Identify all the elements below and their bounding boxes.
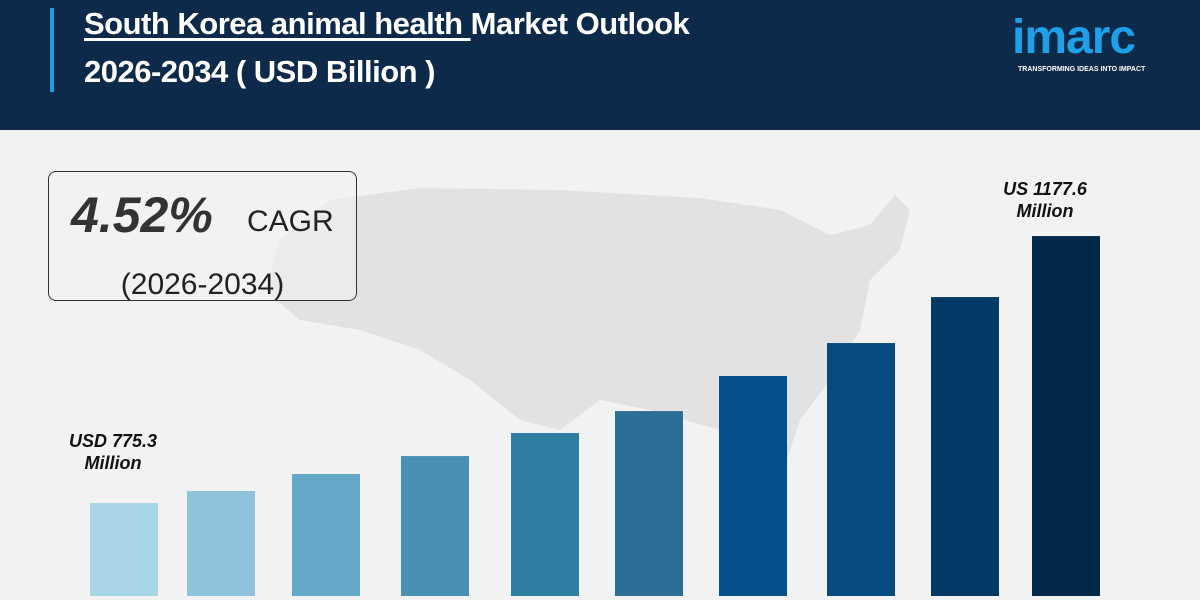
data-label-value: US 1177.6	[1003, 179, 1087, 199]
title-underlined: South Korea animal health	[84, 6, 471, 41]
bar-8	[827, 343, 895, 596]
bar-6	[615, 411, 683, 596]
cagr-box: 4.52% CAGR (2026-2034)	[48, 171, 357, 301]
bar-5	[511, 433, 579, 596]
header: South Korea animal health Market Outlook…	[0, 0, 1200, 130]
cagr-label: CAGR	[247, 205, 334, 238]
data-label-unit: Million	[84, 453, 142, 473]
bar-4	[401, 456, 469, 596]
logo-tagline: TRANSFORMING IDEAS INTO IMPACT	[1018, 66, 1146, 73]
page-title: South Korea animal health Market Outlook	[84, 6, 690, 42]
data-label-unit: Million	[1016, 201, 1074, 221]
bar-10	[1032, 236, 1100, 596]
page-subtitle: 2026-2034 ( USD Billion )	[84, 54, 436, 89]
cagr-period: (2026-2034)	[120, 268, 285, 301]
cagr-value: 4.52%	[71, 187, 213, 243]
bar-7	[719, 376, 787, 596]
logo-wordmark: imarc	[1012, 11, 1136, 64]
bar-3	[292, 474, 360, 596]
first-bar-data-label: USD 775.3 Million	[48, 430, 178, 474]
accent-bar	[50, 8, 54, 92]
bar-2	[187, 491, 255, 596]
imarc-logo: imarc TRANSFORMING IDEAS INTO IMPACT	[1012, 6, 1172, 76]
data-label-value: USD 775.3	[68, 431, 158, 451]
us-map-silhouette	[265, 188, 910, 520]
title-rest: Market Outlook	[470, 6, 690, 41]
last-bar-data-label: US 1177.6 Million	[980, 178, 1110, 222]
bar-1	[90, 503, 158, 596]
bar-9	[931, 297, 999, 596]
